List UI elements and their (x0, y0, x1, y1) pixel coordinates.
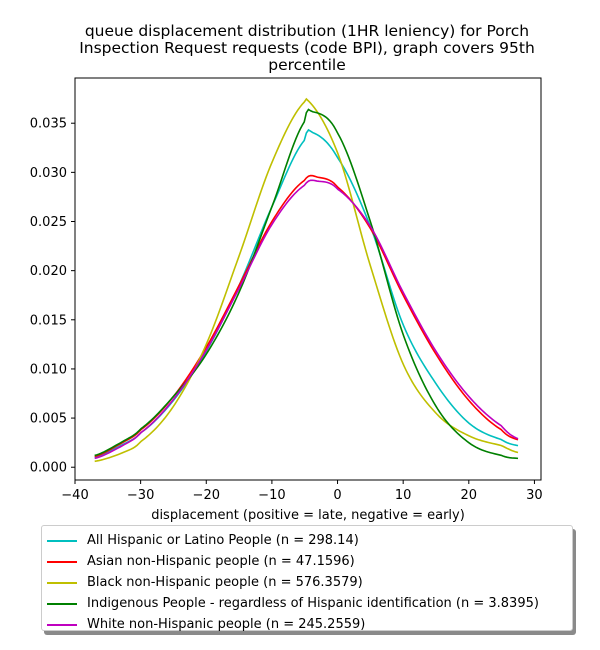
legend-item-5: White non-Hispanic people (n = 245.2559) (42, 614, 572, 635)
chart-title: queue displacement distribution (1HR len… (79, 22, 535, 74)
x-tick-label: −40 (61, 488, 88, 503)
legend-swatch (47, 560, 77, 563)
y-tick-label: 0.035 (30, 117, 67, 132)
plot-frame (74, 77, 542, 481)
x-axis-label: displacement (positive = late, negative … (151, 508, 465, 523)
legend-label: Asian non-Hispanic people (n = 47.1596) (87, 554, 355, 569)
legend-label: Indigenous People - regardless of Hispan… (87, 596, 539, 611)
legend-label: White non-Hispanic people (n = 245.2559) (87, 617, 366, 632)
x-tick-label: −20 (193, 488, 220, 503)
legend-item-2: Asian non-Hispanic people (n = 47.1596) (42, 551, 572, 572)
legend-swatch (47, 581, 77, 584)
x-tick-label: 20 (461, 488, 478, 503)
x-tick-label: −10 (258, 488, 285, 503)
chart-title-line-2: Inspection Request requests (code BPI), … (79, 39, 535, 57)
x-axis: −40 −30 −20 −10 0 10 20 30 (61, 480, 543, 503)
legend-swatch (47, 539, 77, 542)
x-tick-label: 10 (395, 488, 412, 503)
legend-item-1: All Hispanic or Latino People (n = 298.1… (42, 530, 572, 551)
legend-item-3: Black non-Hispanic people (n = 576.3579) (42, 572, 572, 593)
y-tick-label: 0.005 (30, 412, 67, 427)
chart-title-line-1: queue displacement distribution (1HR len… (85, 22, 529, 40)
legend-item-4: Indigenous People - regardless of Hispan… (42, 593, 572, 614)
y-axis: 0.000 0.005 0.010 0.015 0.020 0.025 0.030 0.035 (30, 117, 75, 476)
series-line-3 (94, 97, 519, 463)
series-line-5 (94, 179, 519, 460)
legend: All Hispanic or Latino People (n = 298.1… (41, 525, 573, 632)
legend-swatch (47, 602, 77, 605)
y-tick-label: 0.020 (30, 264, 67, 279)
x-tick-label: 30 (526, 488, 543, 503)
y-tick-label: 0.000 (30, 461, 67, 476)
chart-title-line-3: percentile (268, 56, 346, 74)
series-line-4 (94, 108, 519, 460)
x-tick-label: 0 (333, 488, 341, 503)
series-layer (94, 97, 519, 463)
legend-swatch (47, 623, 77, 626)
legend-label: Black non-Hispanic people (n = 576.3579) (87, 575, 363, 590)
y-tick-label: 0.010 (30, 362, 67, 377)
y-tick-label: 0.015 (30, 313, 67, 328)
x-tick-label: −30 (127, 488, 154, 503)
y-tick-label: 0.030 (30, 166, 67, 181)
legend-label: All Hispanic or Latino People (n = 298.1… (87, 533, 359, 548)
y-tick-label: 0.025 (30, 215, 67, 230)
